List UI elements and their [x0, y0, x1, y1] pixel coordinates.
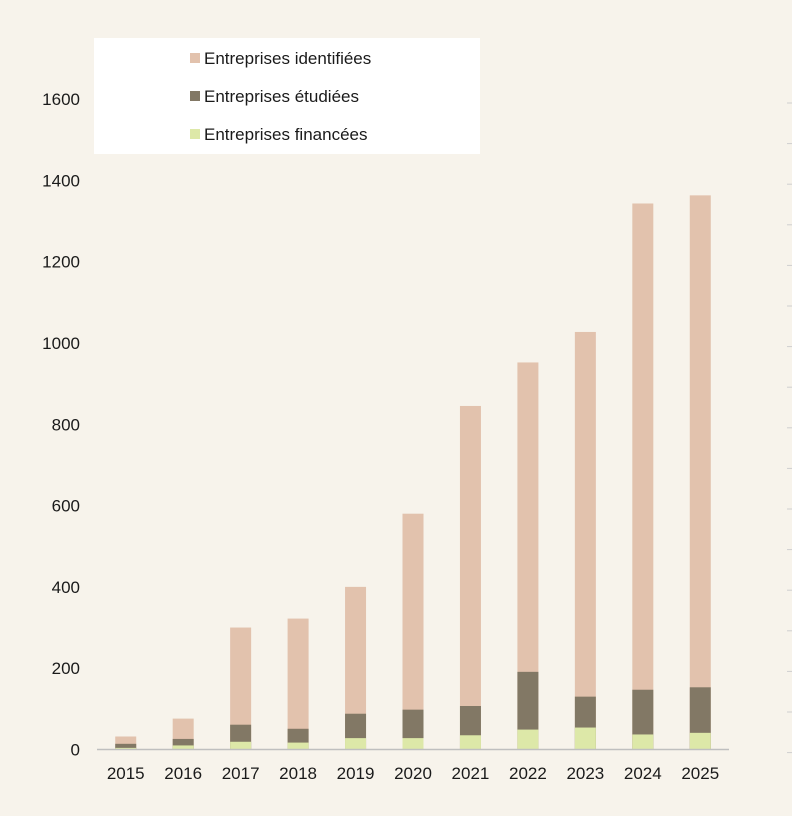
bar	[402, 513, 424, 750]
y-axis: 0 200 400 600 800 1000 1200 1400 1600	[42, 90, 80, 760]
bar	[459, 405, 481, 750]
bar	[172, 738, 194, 750]
bar	[172, 745, 194, 750]
bar	[689, 195, 711, 750]
legend-label: Entreprises identifiées	[204, 49, 371, 68]
bar	[345, 738, 367, 750]
bar	[632, 203, 654, 750]
y-tick-label: 1200	[42, 253, 80, 272]
x-tick-label: 2017	[222, 764, 260, 783]
bar	[632, 734, 654, 750]
bar	[115, 747, 137, 750]
bar	[345, 586, 367, 750]
bar	[287, 618, 309, 750]
y-tick-label: 1400	[42, 171, 80, 190]
bar	[574, 727, 596, 750]
bar	[115, 743, 137, 750]
legend-box	[94, 38, 480, 154]
legend-swatch	[190, 91, 200, 101]
x-tick-label: 2021	[452, 764, 490, 783]
bars	[115, 195, 711, 750]
x-tick-label: 2020	[394, 764, 432, 783]
y-tick-label: 0	[71, 741, 80, 760]
y-tick-label: 200	[52, 659, 80, 678]
x-tick-label: 2024	[624, 764, 662, 783]
y-tick-label: 1600	[42, 90, 80, 109]
legend-label: Entreprises financées	[204, 125, 367, 144]
bar	[230, 741, 252, 750]
x-tick-label: 2019	[337, 764, 375, 783]
bar	[689, 732, 711, 750]
bar	[287, 742, 309, 750]
x-axis: 2015 2016 2017 2018 2019 2020 2021 2022 2023 2024…	[107, 764, 719, 783]
x-tick-label: 2015	[107, 764, 145, 783]
bar	[517, 729, 539, 750]
x-tick-label: 2023	[566, 764, 604, 783]
right-edge-ticks	[787, 102, 792, 754]
legend-swatch	[190, 129, 200, 139]
bar	[230, 627, 252, 750]
x-tick-label: 2025	[681, 764, 719, 783]
x-tick-label: 2018	[279, 764, 317, 783]
bar	[517, 362, 539, 750]
x-tick-label: 2022	[509, 764, 547, 783]
bar	[459, 735, 481, 750]
y-tick-label: 600	[52, 497, 80, 516]
x-tick-label: 2016	[164, 764, 202, 783]
bar	[574, 331, 596, 750]
bar	[402, 738, 424, 750]
y-tick-label: 400	[52, 578, 80, 597]
y-tick-label: 800	[52, 415, 80, 434]
legend-swatch	[190, 53, 200, 63]
legend: Entreprises identifiées Entreprises étudi…	[190, 49, 371, 144]
y-tick-label: 1000	[42, 334, 80, 353]
legend-label: Entreprises étudiées	[204, 87, 359, 106]
